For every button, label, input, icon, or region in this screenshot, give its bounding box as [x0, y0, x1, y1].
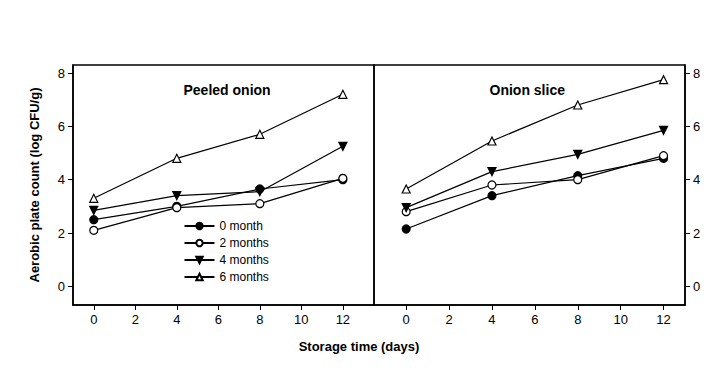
svg-text:2: 2: [445, 312, 452, 327]
svg-text:6: 6: [693, 119, 700, 134]
svg-text:2: 2: [693, 226, 700, 241]
svg-text:Storage time (days): Storage time (days): [299, 339, 420, 354]
svg-text:0: 0: [693, 279, 700, 294]
svg-text:12: 12: [656, 312, 670, 327]
svg-text:Aerobic plate count (log CFU/g: Aerobic plate count (log CFU/g): [27, 88, 42, 283]
svg-text:Onion slice: Onion slice: [490, 82, 566, 98]
svg-text:2 months: 2 months: [220, 236, 269, 250]
svg-text:0 month: 0 month: [220, 219, 263, 233]
svg-text:10: 10: [613, 312, 627, 327]
svg-text:4: 4: [58, 172, 65, 187]
svg-text:6 months: 6 months: [220, 270, 269, 284]
svg-text:2: 2: [58, 226, 65, 241]
svg-text:8: 8: [693, 66, 700, 81]
svg-text:0: 0: [58, 279, 65, 294]
svg-text:0: 0: [90, 312, 97, 327]
svg-text:Peeled onion: Peeled onion: [184, 82, 271, 98]
svg-text:6: 6: [531, 312, 538, 327]
svg-text:12: 12: [336, 312, 350, 327]
svg-text:8: 8: [574, 312, 581, 327]
svg-text:4 months: 4 months: [220, 253, 269, 267]
svg-text:2: 2: [132, 312, 139, 327]
svg-text:8: 8: [256, 312, 263, 327]
svg-text:4: 4: [693, 172, 700, 187]
svg-text:6: 6: [215, 312, 222, 327]
svg-text:6: 6: [58, 119, 65, 134]
svg-text:8: 8: [58, 66, 65, 81]
svg-text:4: 4: [173, 312, 180, 327]
svg-text:10: 10: [294, 312, 308, 327]
svg-text:0: 0: [403, 312, 410, 327]
svg-text:4: 4: [488, 312, 495, 327]
